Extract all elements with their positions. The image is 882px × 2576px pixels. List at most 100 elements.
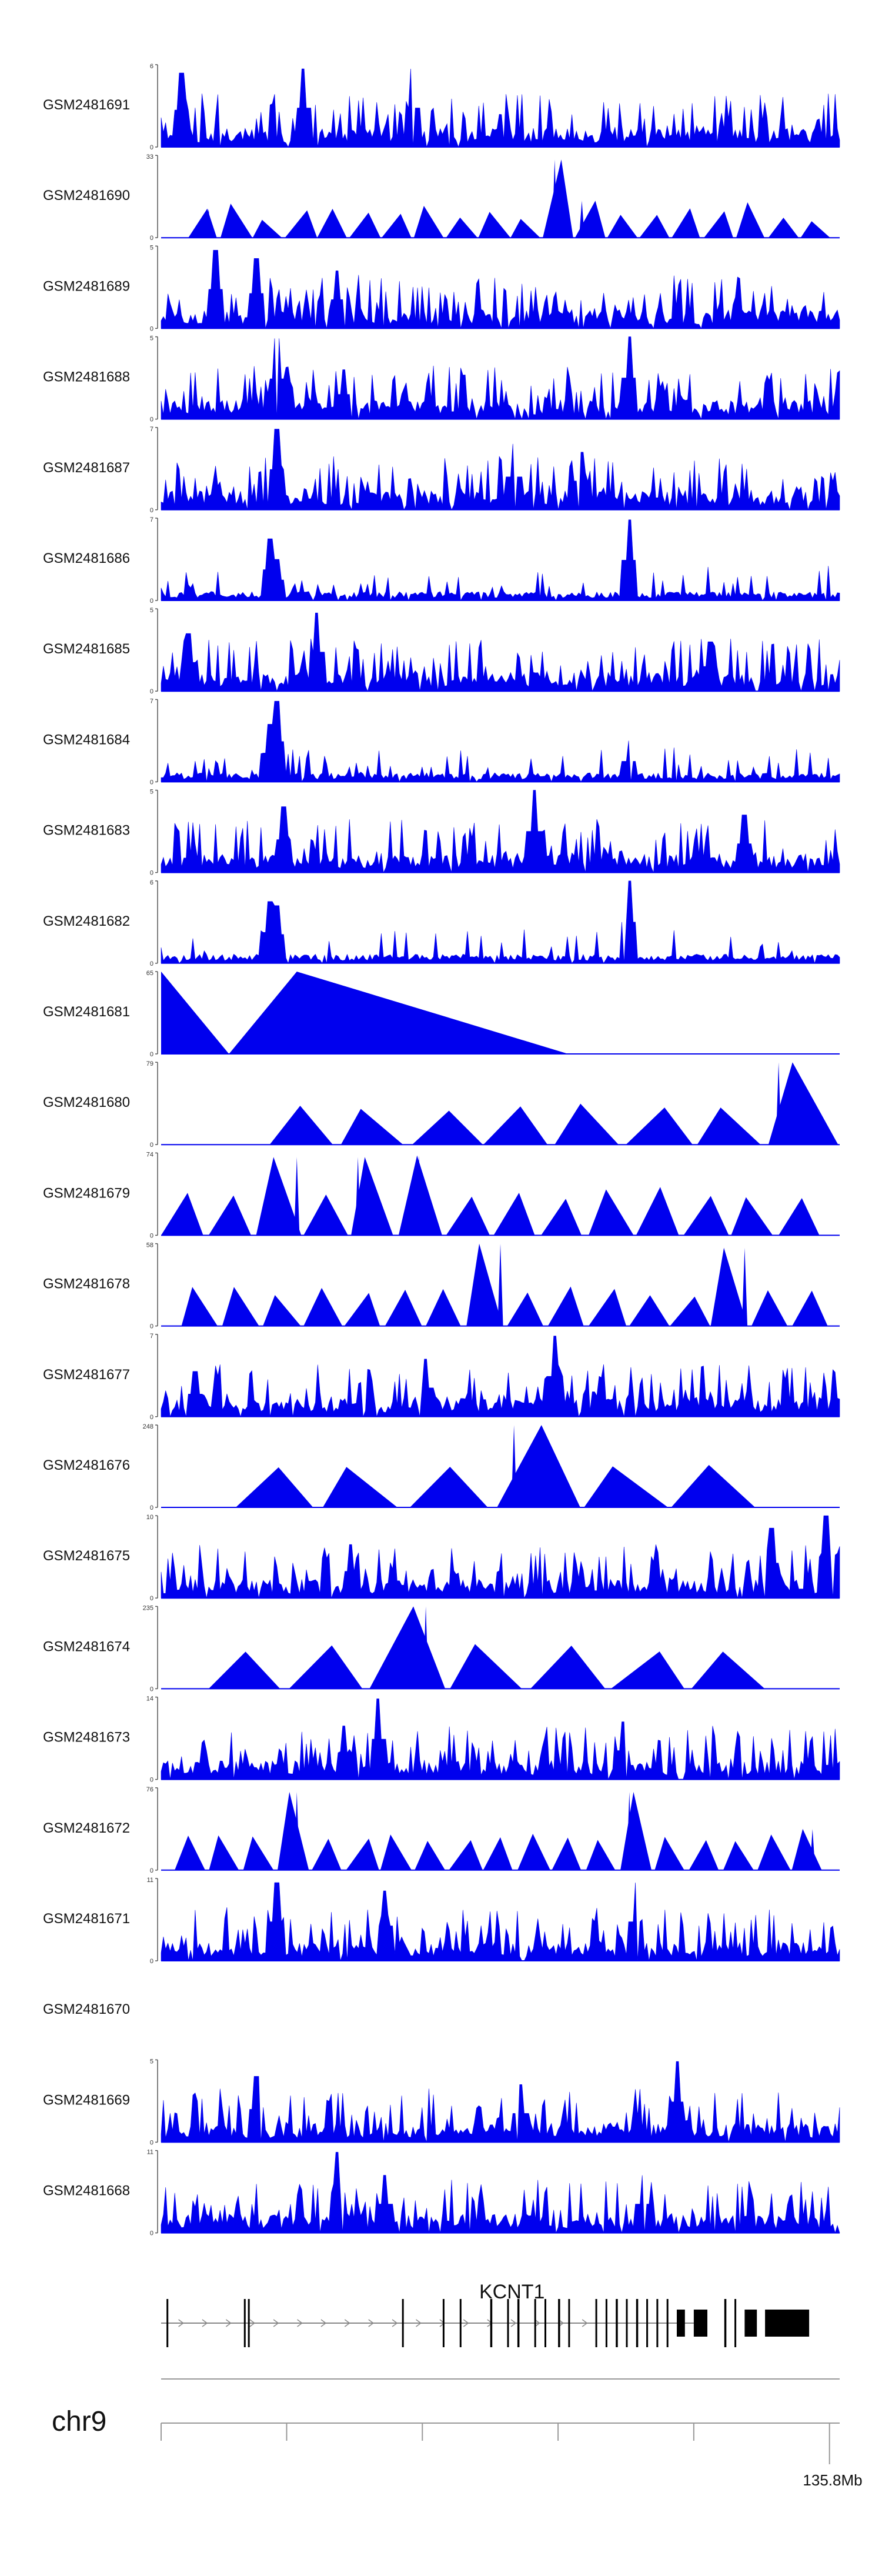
coverage-peak: [671, 208, 700, 238]
y-max-label: 11: [147, 2149, 153, 2156]
coverage-peak: [323, 1467, 397, 1507]
y-min-label: 0: [150, 960, 153, 967]
y-max-label: 5: [150, 607, 153, 614]
track-label: GSM2481686: [43, 550, 130, 566]
exon: [666, 2299, 669, 2347]
y-max-label: 6: [150, 63, 153, 70]
coverage-peak: [285, 210, 318, 238]
strand-chevron: [582, 2319, 588, 2327]
track-label: GSM2481671: [43, 1911, 130, 1927]
track-label: GSM2481690: [43, 188, 130, 203]
coverage-peak: [346, 1838, 379, 1870]
coverage-peak: [589, 1189, 634, 1236]
coverage-spike: [355, 1157, 361, 1236]
exon: [595, 2299, 597, 2347]
exon: [616, 2299, 618, 2347]
track-GSM2481676: GSM2481676 248 0: [43, 1423, 840, 1511]
track-GSM2481689: GSM2481689 5 0: [43, 244, 840, 332]
coverage-area: [161, 250, 840, 329]
coverage-peak: [351, 1157, 393, 1236]
coverage-peak: [466, 1243, 503, 1326]
genome-axis: chr9 135.8Mb: [52, 2378, 863, 2489]
exon: [626, 2299, 628, 2347]
track-GSM2481687: GSM2481687 7 0: [43, 426, 840, 514]
coverage-peak: [483, 1837, 513, 1870]
y-max-label: 248: [143, 1423, 153, 1430]
coverage-spike: [810, 1828, 816, 1870]
y-min-label: 0: [150, 779, 153, 786]
coverage-peak: [208, 1651, 280, 1689]
track-GSM2481683: GSM2481683 5 0: [43, 789, 840, 877]
coverage-peak: [344, 1293, 380, 1326]
exon: [724, 2299, 727, 2347]
exon: [248, 2299, 250, 2347]
coverage-peak: [626, 1107, 693, 1145]
y-min-label: 0: [150, 1867, 153, 1874]
track-GSM2481680: GSM2481680 79 0: [43, 1060, 840, 1149]
coverage-peak: [584, 1466, 668, 1507]
coverage-peak: [493, 1193, 535, 1236]
strand-chevron: [249, 2319, 256, 2327]
coverage-peak: [412, 1110, 483, 1145]
track-label: GSM2481688: [43, 369, 130, 385]
y-min-label: 0: [150, 1777, 153, 1784]
coverage-peak: [446, 1196, 490, 1236]
coverage-spike: [741, 1247, 748, 1326]
strand-chevron: [297, 2319, 303, 2327]
coverage-peak: [340, 1109, 403, 1145]
coverage-peak: [554, 1103, 619, 1145]
y-min-label: 0: [150, 598, 153, 605]
coverage-peak: [349, 212, 381, 238]
track-label: GSM2481679: [43, 1185, 130, 1201]
y-min-label: 0: [150, 1142, 153, 1149]
coverage-peak: [222, 1287, 259, 1326]
coverage-peak: [654, 1837, 684, 1870]
exon: [459, 2299, 462, 2347]
coverage-peak: [671, 1464, 756, 1507]
chromosome-label: chr9: [52, 2406, 106, 2437]
coverage-peak: [478, 212, 511, 238]
coverage-peak: [629, 1295, 670, 1326]
y-min-label: 0: [150, 1595, 153, 1602]
track-GSM2481675: GSM2481675 10 0: [43, 1514, 840, 1602]
exon: [558, 2299, 560, 2347]
exon: [507, 2299, 509, 2347]
exon: [534, 2299, 536, 2347]
y-max-label: 74: [146, 1151, 153, 1158]
exon: [636, 2299, 639, 2347]
y-max-label: 11: [147, 1877, 153, 1884]
track-label: GSM2481668: [43, 2183, 130, 2199]
coverage-spike: [497, 1243, 503, 1326]
y-min-label: 0: [150, 416, 153, 423]
coverage-peak: [589, 1289, 627, 1326]
track-GSM2481681: GSM2481681 65 0: [43, 970, 840, 1058]
track-label: GSM2481680: [43, 1095, 130, 1110]
coverage-spike: [626, 1791, 632, 1870]
strand-chevron: [178, 2319, 184, 2327]
coverage-peak: [449, 1840, 483, 1870]
track-GSM2481671: GSM2481671 11 0: [43, 1877, 840, 1965]
coverage-peak: [413, 206, 444, 238]
coverage-peak: [229, 972, 569, 1054]
coverage-peak: [208, 1195, 251, 1236]
coverage-peak: [704, 211, 733, 238]
exon: [544, 2299, 546, 2347]
coverage-spike: [294, 1791, 300, 1870]
exon: [656, 2299, 659, 2347]
strand-chevron: [392, 2319, 398, 2327]
track-label: GSM2481675: [43, 1548, 130, 1564]
strand-chevron: [463, 2319, 469, 2327]
coverage-tracks: GSM248169160GSM2481690330GSM248168950GSM…: [43, 63, 840, 2237]
y-min-label: 0: [150, 1323, 153, 1330]
track-GSM2481686: GSM2481686 7 0: [43, 516, 840, 605]
y-min-label: 0: [150, 144, 153, 151]
coverage-peak: [483, 1106, 548, 1145]
exon: [605, 2299, 607, 2347]
y-min-label: 0: [150, 1958, 153, 1965]
coverage-peak: [256, 1157, 302, 1236]
coverage-area: [161, 429, 840, 510]
coverage-peak: [552, 1837, 582, 1870]
y-max-label: 7: [150, 516, 153, 523]
coverage-peak: [723, 1841, 754, 1870]
coverage-peak: [683, 1196, 729, 1236]
